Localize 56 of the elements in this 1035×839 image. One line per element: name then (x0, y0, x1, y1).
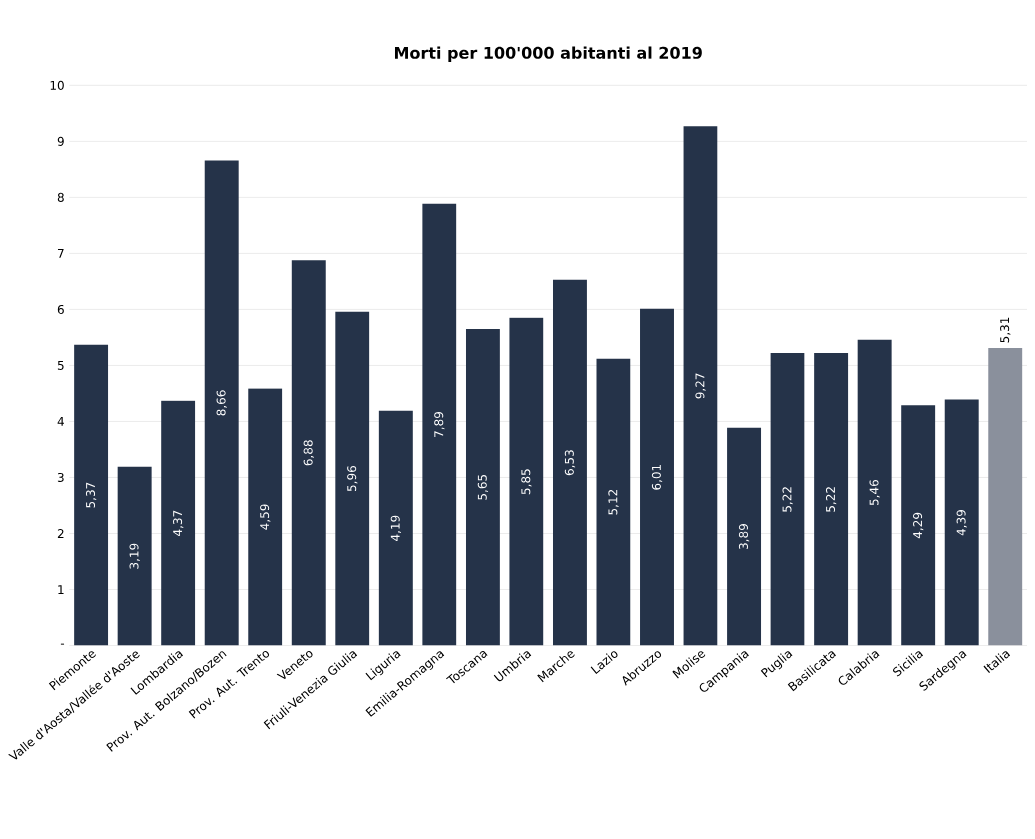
bar (552, 279, 587, 646)
y-tick-label: 4 (57, 417, 64, 426)
data-label: 5,22 (825, 487, 837, 512)
data-label: 6,01 (651, 464, 663, 490)
y-tick-label: 2 (57, 529, 64, 538)
bar (378, 410, 413, 646)
data-label: 5,96 (347, 466, 358, 492)
data-label: 3,89 (738, 524, 750, 550)
y-tick-label: 10 (50, 80, 64, 90)
bar (944, 399, 979, 646)
data-label: 4,39 (956, 510, 967, 536)
data-label: 6,88 (303, 440, 314, 466)
data-label: 5,12 (608, 490, 619, 515)
bar (727, 427, 762, 646)
y-tick-label: 9 (57, 136, 64, 146)
data-label: 4,59 (260, 504, 271, 530)
bar (770, 353, 805, 646)
data-label: 5,37 (85, 482, 97, 508)
data-label: 5,22 (782, 487, 793, 512)
bar (509, 317, 544, 646)
y-tick-label: 6 (57, 304, 64, 314)
y-tick-label: 3 (57, 472, 64, 483)
bar (117, 466, 152, 646)
bar (857, 339, 892, 646)
y-tick-label: - (60, 643, 65, 645)
bar (814, 353, 849, 646)
data-label: 5,65 (477, 475, 489, 500)
y-tick-label: 7 (57, 249, 64, 258)
bar (901, 405, 936, 646)
bar (335, 311, 370, 646)
data-label: 4,19 (390, 515, 401, 541)
bar (291, 260, 326, 646)
data-label: 8,66 (216, 390, 227, 416)
bar (248, 388, 283, 646)
y-tick-label: 1 (58, 585, 64, 594)
data-label: 9,27 (695, 373, 706, 399)
data-label: 5,85 (521, 469, 532, 495)
data-label: 4,29 (913, 512, 924, 539)
bar (204, 160, 239, 646)
data-label: 3,19 (129, 543, 140, 569)
bar (683, 126, 718, 646)
data-label: 5,46 (869, 480, 880, 506)
bar (596, 358, 631, 646)
y-tick-label: 8 (57, 192, 64, 202)
y-tick-label: 5 (57, 361, 64, 370)
chart-title: Morti per 100'000 abitanti al 2019 (395, 46, 702, 62)
bar (988, 348, 1023, 646)
data-label: 4,37 (173, 510, 184, 536)
bar (161, 400, 196, 646)
data-label: 5,31 (1000, 317, 1011, 343)
data-label: 6,53 (564, 450, 576, 476)
bar (465, 329, 500, 646)
bar (640, 308, 674, 646)
bar (74, 344, 109, 646)
bar (422, 203, 457, 646)
data-label: 7,89 (434, 412, 445, 437)
